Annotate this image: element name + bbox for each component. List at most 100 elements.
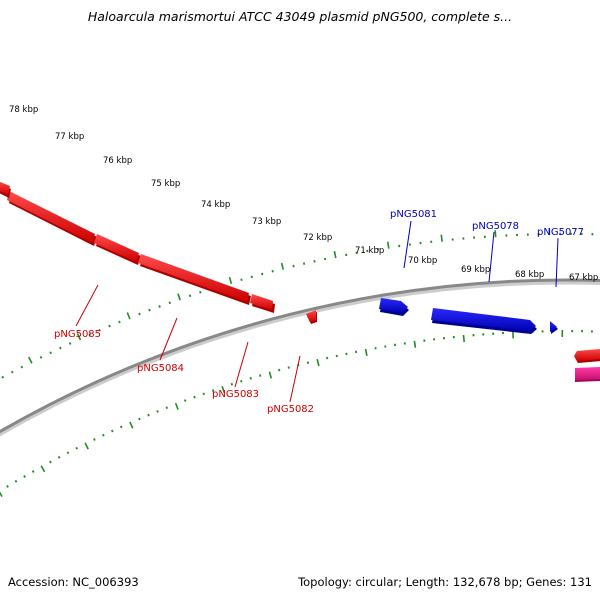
major-tick [280, 262, 285, 270]
gene-arrow-pNG5077[interactable] [550, 321, 557, 332]
minor-tick [335, 354, 338, 358]
minor-tick [147, 413, 150, 417]
major-tick [84, 442, 89, 450]
gene-arrow-pNG5085[interactable] [94, 234, 139, 262]
scale-labels: 78 kbp 77 kbp 76 kbp 75 kbp 74 kbp 73 kb… [9, 105, 598, 283]
minor-tick [313, 260, 316, 263]
major-tick [228, 276, 233, 285]
gene-label-pNG5078[interactable]: pNG5078 [472, 221, 519, 232]
leader-pNG5082 [289, 355, 301, 403]
major-tick [386, 241, 390, 249]
minor-tick [66, 451, 70, 455]
major-tick [40, 465, 46, 473]
gene-arrow-pNG5078[interactable] [431, 308, 536, 331]
minor-tick [271, 269, 274, 273]
major-tick [364, 348, 368, 356]
minor-tick [326, 356, 329, 360]
major-tick [333, 250, 337, 259]
minor-tick [292, 264, 295, 268]
plasmid-backbone-shadow [0, 279, 600, 437]
gene-label-pNG5083[interactable]: pNG5083 [212, 389, 259, 400]
minor-tick [20, 365, 24, 369]
minor-tick [211, 389, 215, 392]
outer-tick-ring [1, 228, 594, 379]
minor-tick [148, 308, 151, 312]
inner-tick-ring [0, 330, 593, 498]
gene-arrow-pNG5084[interactable] [138, 254, 249, 302]
leader-pNG5085 [75, 284, 99, 327]
other-genes [575, 367, 600, 382]
minor-tick [31, 470, 35, 473]
major-tick [27, 356, 33, 364]
minor-tick [278, 368, 281, 372]
minor-tick [188, 294, 192, 298]
major-tick [221, 386, 226, 394]
minor-tick [193, 395, 196, 399]
gene-arrow-pNG5083[interactable] [250, 294, 273, 310]
gene-label-pNG5081[interactable]: pNG5081 [390, 209, 437, 220]
scale-label-69kbp: 69 kbp [461, 265, 490, 275]
minor-tick [98, 328, 101, 332]
minor-tick [168, 301, 171, 305]
gene-arrow-pNG5081[interactable] [379, 298, 408, 313]
major-tick [316, 359, 320, 367]
minor-tick [230, 382, 234, 386]
minor-tick [249, 377, 252, 380]
gene-arrow[interactable] [574, 349, 600, 361]
minor-tick [345, 352, 348, 356]
gene-arrow[interactable] [7, 191, 95, 243]
minor-tick [323, 257, 327, 261]
scale-label-77kbp: 77 kbp [55, 132, 84, 142]
major-tick [0, 491, 3, 498]
minor-tick [345, 253, 348, 257]
scale-label-78kbp: 78 kbp [9, 105, 38, 115]
minor-tick [287, 366, 290, 369]
major-tick [413, 340, 417, 348]
minor-tick [49, 351, 52, 355]
major-tick [126, 312, 131, 320]
minor-tick [138, 417, 141, 421]
minor-tick [93, 438, 96, 441]
major-tick [462, 334, 465, 343]
leader-pNG5084 [159, 317, 178, 361]
leader-pNG5083 [234, 341, 249, 388]
gene-arrow[interactable] [0, 181, 10, 195]
gene-label-pNG5084[interactable]: pNG5084 [137, 363, 184, 374]
gene-arrow-pNG5082[interactable] [306, 310, 316, 322]
reverse-strand-genes [379, 298, 558, 334]
minor-tick [1, 375, 5, 379]
minor-tick [259, 374, 262, 377]
minor-tick [88, 333, 92, 336]
minor-tick [199, 291, 202, 294]
forward-strand-genes [0, 181, 600, 363]
scale-label-76kbp: 76 kbp [103, 156, 132, 166]
minor-tick [39, 355, 43, 359]
minor-tick [57, 455, 61, 459]
minor-tick [261, 272, 264, 276]
gene-label-pNG5085[interactable]: pNG5085 [54, 329, 101, 340]
scale-label-67kbp: 67 kbp [569, 273, 598, 283]
scale-label-73kbp: 73 kbp [252, 217, 281, 227]
leader-pNG5078 [488, 231, 495, 283]
major-tick [440, 234, 443, 242]
gene-label-pNG5077[interactable]: pNG5077 [537, 227, 584, 238]
scale-label-71kbp: 71 kbp [355, 246, 384, 256]
minor-tick [302, 262, 306, 265]
minor-tick [183, 399, 187, 402]
scale-label-70kbp: 70 kbp [408, 256, 437, 266]
minor-tick [156, 410, 159, 413]
minor-tick [306, 361, 310, 364]
minor-tick [240, 379, 243, 383]
gene-arrow[interactable] [575, 367, 600, 380]
scale-label-74kbp: 74 kbp [201, 200, 230, 210]
scale-label-72kbp: 72 kbp [303, 233, 332, 243]
minor-tick [6, 485, 9, 488]
major-tick [494, 230, 497, 238]
minor-tick [118, 320, 121, 324]
minor-tick [10, 370, 14, 374]
minor-tick [158, 305, 161, 308]
gene-label-pNG5082[interactable]: pNG5082 [267, 404, 314, 415]
major-tick [177, 293, 181, 301]
minor-tick [108, 324, 111, 328]
